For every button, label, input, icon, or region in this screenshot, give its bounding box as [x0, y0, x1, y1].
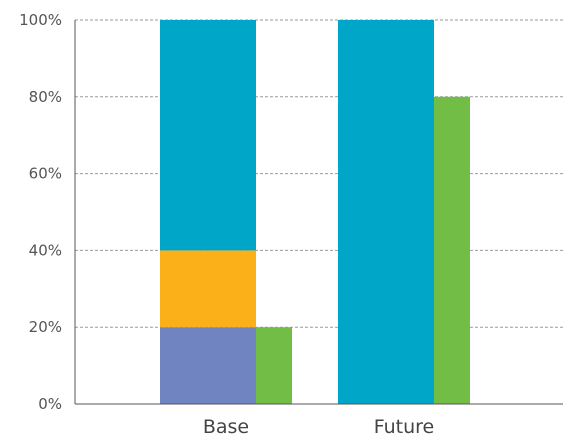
- stacked-bar-segment: [160, 250, 256, 328]
- gridlines: [75, 19, 563, 328]
- stacked-bar-segment: [338, 20, 434, 404]
- bars: [160, 20, 470, 405]
- y-tick-label: 40%: [29, 241, 62, 259]
- axes: [74, 20, 563, 405]
- stacked-bar-segment: [160, 327, 256, 404]
- y-tick-label: 100%: [19, 11, 62, 29]
- side-bar: [256, 327, 292, 404]
- y-tick-label: 20%: [29, 318, 62, 336]
- stacked-bar-segment: [160, 20, 256, 251]
- x-category-label: Base: [203, 416, 249, 438]
- y-tick-label: 60%: [29, 165, 62, 183]
- side-bar: [434, 96, 470, 405]
- x-category-label: Future: [374, 416, 435, 438]
- y-tick-label: 0%: [38, 395, 62, 413]
- labels: 0% 20% 40% 60% 80% 100% Base Future: [19, 11, 434, 438]
- y-tick-label: 80%: [29, 88, 62, 106]
